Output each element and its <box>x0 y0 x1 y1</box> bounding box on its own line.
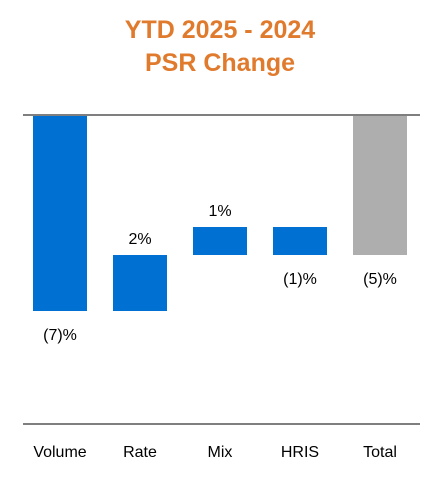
value-label-total: (5)% <box>363 271 397 288</box>
bar-volume <box>33 115 87 311</box>
category-label-total: Total <box>363 444 397 461</box>
category-label-rate: Rate <box>123 444 157 461</box>
value-label-rate: 2% <box>128 231 151 248</box>
chart-title-line-2: PSR Change <box>144 49 296 77</box>
bar-rate <box>113 255 167 311</box>
chart-title: YTD 2025 - 2024 PSR Change <box>0 14 440 80</box>
bar-total <box>353 115 407 255</box>
category-label-volume: Volume <box>33 444 86 461</box>
category-label-hris: HRIS <box>281 444 319 461</box>
value-label-volume: (7)% <box>43 327 77 344</box>
bar-mix <box>193 227 247 255</box>
value-labels-layer: (7)% 2% 1% (1)% (5)% <box>43 203 397 344</box>
bar-hris <box>273 227 327 255</box>
value-label-mix: 1% <box>208 203 231 220</box>
bars-layer <box>33 115 407 311</box>
category-label-mix: Mix <box>208 444 233 461</box>
chart-title-line-1: YTD 2025 - 2024 <box>124 16 316 44</box>
value-label-hris: (1)% <box>283 271 317 288</box>
category-labels-layer: Volume Rate Mix HRIS Total <box>33 444 397 461</box>
